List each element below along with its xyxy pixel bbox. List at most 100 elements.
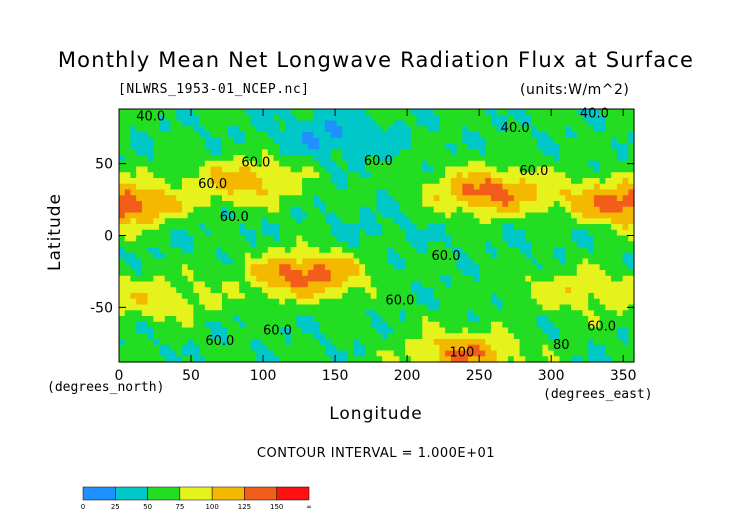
- heatmap-cell: [576, 235, 584, 242]
- heatmap-cell: [302, 275, 309, 283]
- heatmap-cell: [571, 224, 578, 231]
- heatmap-cell: [222, 178, 229, 185]
- heatmap-cell: [468, 258, 475, 265]
- heatmap-cell: [296, 120, 303, 127]
- heatmap-cell: [496, 120, 503, 127]
- heatmap-cell: [508, 178, 515, 185]
- heatmap-cell: [365, 327, 372, 334]
- heatmap-cell: [416, 229, 423, 237]
- heatmap-cell: [279, 149, 286, 156]
- heatmap-cell: [336, 258, 343, 265]
- heatmap-cell: [382, 218, 389, 225]
- heatmap-cell: [159, 235, 166, 242]
- heatmap-cell: [599, 201, 606, 208]
- heatmap-cell: [267, 206, 275, 214]
- heatmap-cell: [393, 264, 400, 271]
- heatmap-cell: [502, 178, 509, 185]
- heatmap-cell: [508, 310, 515, 317]
- heatmap-cell: [399, 287, 406, 294]
- heatmap-cell: [176, 218, 183, 225]
- heatmap-cell: [450, 155, 458, 162]
- heatmap-cell: [576, 201, 584, 208]
- heatmap-cell: [513, 160, 521, 168]
- heatmap-cell: [256, 270, 263, 277]
- heatmap-cell: [244, 264, 252, 271]
- heatmap-cell: [216, 218, 223, 225]
- heatmap-cell: [553, 155, 561, 162]
- heatmap-cell: [582, 132, 589, 139]
- heatmap-cell: [222, 229, 229, 237]
- heatmap-cell: [199, 310, 206, 317]
- heatmap-cell: [273, 132, 280, 139]
- heatmap-cell: [267, 114, 275, 122]
- x-tick-label: 100: [250, 368, 277, 384]
- heatmap-cell: [450, 241, 458, 248]
- heatmap-cell: [479, 287, 486, 294]
- heatmap-cell: [359, 155, 366, 162]
- heatmap-cell: [250, 304, 257, 311]
- heatmap-cell: [136, 293, 143, 300]
- heatmap-cell: [433, 166, 441, 173]
- heatmap-cell: [365, 183, 372, 191]
- heatmap-cell: [227, 344, 235, 352]
- heatmap-cell: [387, 114, 395, 122]
- heatmap-cell: [153, 356, 160, 363]
- heatmap-cell: [616, 195, 624, 202]
- heatmap-cell: [376, 137, 383, 145]
- heatmap-cell: [599, 120, 606, 127]
- heatmap-cell: [290, 316, 297, 323]
- heatmap-cell: [548, 333, 555, 340]
- heatmap-cell: [119, 333, 126, 340]
- heatmap-cell: [393, 275, 400, 283]
- heatmap-cell: [553, 287, 561, 294]
- heatmap-cell: [193, 350, 200, 357]
- heatmap-cell: [531, 321, 538, 329]
- heatmap-cell: [273, 258, 280, 265]
- heatmap-cell: [250, 183, 257, 191]
- heatmap-cell: [422, 344, 429, 352]
- heatmap-cell: [141, 293, 149, 300]
- heatmap-cell: [416, 206, 423, 214]
- heatmap-cell: [284, 224, 292, 231]
- heatmap-cell: [542, 321, 549, 329]
- heatmap-cell: [553, 189, 561, 196]
- heatmap-cell: [353, 183, 360, 191]
- heatmap-cell: [468, 287, 475, 294]
- heatmap-cell: [393, 281, 400, 288]
- heatmap-cell: [222, 339, 229, 346]
- heatmap-cell: [525, 189, 532, 196]
- heatmap-cell: [244, 160, 252, 168]
- heatmap-cell: [611, 166, 618, 173]
- heatmap-cell: [611, 183, 618, 191]
- heatmap-cell: [181, 183, 189, 191]
- heatmap-cell: [576, 126, 584, 133]
- heatmap-cell: [119, 149, 126, 156]
- heatmap-cell: [193, 270, 200, 277]
- heatmap-cell: [216, 201, 223, 208]
- heatmap-cell: [616, 218, 624, 225]
- heatmap-cell: [605, 114, 612, 122]
- heatmap-cell: [468, 189, 475, 196]
- heatmap-cell: [130, 258, 137, 265]
- heatmap-cell: [565, 155, 572, 162]
- heatmap-cell: [307, 247, 315, 254]
- heatmap-cell: [439, 206, 446, 214]
- heatmap-cell: [508, 350, 515, 357]
- heatmap-cell: [531, 109, 538, 116]
- heatmap-cell: [531, 275, 538, 283]
- heatmap-cell: [479, 327, 486, 334]
- heatmap-cell: [267, 356, 275, 363]
- heatmap-cell: [571, 350, 578, 357]
- heatmap-cell: [302, 339, 309, 346]
- heatmap-cell: [130, 235, 137, 242]
- heatmap-cell: [239, 166, 246, 173]
- heatmap-cell: [319, 241, 326, 248]
- heatmap-cell: [468, 293, 475, 300]
- heatmap-cell: [508, 183, 515, 191]
- heatmap-cell: [262, 310, 269, 317]
- heatmap-cell: [307, 333, 315, 340]
- heatmap-cell: [181, 229, 189, 237]
- heatmap-cell: [262, 206, 269, 214]
- heatmap-cell: [576, 350, 584, 357]
- heatmap-cell: [433, 109, 441, 116]
